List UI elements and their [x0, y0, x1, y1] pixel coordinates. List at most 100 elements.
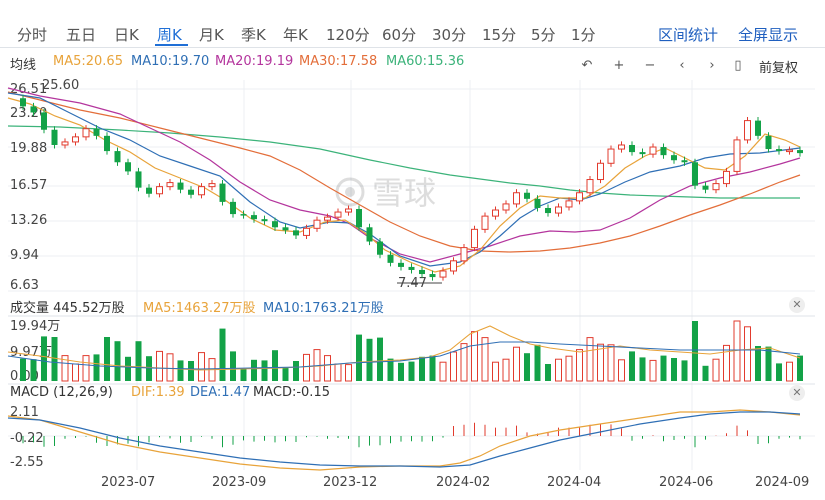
volume-bar [744, 326, 751, 382]
tab-monthly[interactable]: 月K [199, 26, 224, 44]
volume-bar [93, 354, 100, 381]
tab-1min[interactable]: 1分 [571, 26, 596, 44]
tab-quarterly[interactable]: 季K [241, 26, 266, 44]
volume-bar [156, 350, 163, 382]
volume-bar [72, 363, 79, 382]
x-tick: 2024-09 [755, 475, 809, 490]
tabs-divider [0, 47, 825, 48]
candle [502, 203, 510, 211]
candle [208, 183, 216, 188]
candle [786, 149, 793, 153]
volume-bar [555, 358, 562, 382]
price-tick: 26.51 [10, 82, 47, 97]
volume-bar [293, 361, 299, 381]
tab-5day[interactable]: 五日 [66, 26, 97, 44]
minus-icon[interactable]: − [644, 58, 656, 73]
candle [166, 182, 174, 188]
undo-icon[interactable]: ↶ [581, 58, 593, 73]
tab-30min[interactable]: 30分 [432, 26, 467, 44]
candle [334, 211, 342, 218]
volume-bar [198, 352, 205, 382]
candle [61, 141, 69, 146]
tab-60min[interactable]: 60分 [382, 26, 417, 44]
volume-bar [51, 337, 58, 381]
volume-bar [723, 344, 730, 382]
candle [776, 149, 782, 152]
price-tick: 19.88 [10, 141, 47, 156]
adjust-select[interactable]: 前复权 [759, 61, 799, 76]
tab-fenshi[interactable]: 分时 [17, 26, 48, 44]
candle [692, 162, 698, 186]
volume-bar [230, 351, 236, 381]
price-tick: 13.26 [10, 213, 47, 228]
candle [324, 216, 331, 221]
tab-15min[interactable]: 15分 [482, 26, 517, 44]
volume-bar [166, 353, 174, 382]
volume-bars-group [20, 320, 803, 382]
price-tick: 6.63 [10, 278, 39, 293]
candle [733, 139, 741, 172]
left-icon[interactable]: ‹ [679, 58, 685, 73]
candle [156, 186, 163, 195]
range-stats-link[interactable]: 区间统计 [658, 26, 719, 44]
tab-daily[interactable]: 日K [114, 26, 139, 44]
candle [419, 269, 425, 275]
x-tick: 2023-07 [101, 475, 155, 490]
right-icon[interactable]: › [709, 58, 715, 73]
tab-yearly[interactable]: 年K [283, 26, 308, 44]
candle [114, 151, 121, 163]
max-price-label: 25.60 [42, 78, 79, 93]
fullscreen-link[interactable]: 全屏显示 [738, 26, 799, 44]
volume-bar [324, 355, 331, 382]
dif-line [7, 409, 801, 471]
volume-bar [82, 355, 90, 382]
ma10-line [7, 92, 801, 267]
active-tab-underline [155, 44, 188, 46]
candle [387, 254, 394, 263]
volume-bar [460, 343, 468, 382]
volume-bar [356, 334, 362, 381]
volume-bar [545, 364, 551, 381]
candle [660, 147, 667, 156]
volume-bar [450, 351, 457, 382]
volume-bar [219, 328, 226, 381]
dea-line [7, 411, 801, 468]
candle [345, 208, 352, 213]
volume-bar [618, 359, 625, 382]
volume-bar [188, 361, 194, 381]
candle [607, 148, 615, 164]
candle [744, 120, 751, 141]
volume-tick: 19.94万 [10, 319, 60, 334]
candle [82, 128, 90, 138]
candle [723, 170, 730, 185]
volume-bar [30, 359, 37, 381]
candle [492, 209, 499, 217]
close-macd-icon[interactable]: ✕ [789, 385, 805, 401]
close-volume-icon[interactable]: ✕ [789, 297, 805, 313]
macd-tick: -2.55 [10, 455, 44, 470]
candle [251, 215, 257, 220]
ma30-legend: MA30:17.58 [299, 54, 378, 69]
candle [618, 144, 625, 150]
candle [408, 266, 415, 270]
ma20-line [7, 87, 801, 263]
candle-icon[interactable]: ▯ [734, 58, 742, 73]
volume-ma5-legend: MA5:1463.27万股 [143, 301, 256, 316]
candle [219, 183, 226, 202]
volume-bar [135, 341, 142, 381]
tab-120min[interactable]: 120分 [326, 26, 370, 44]
volume-bar [481, 337, 489, 382]
candle [188, 189, 194, 195]
macd-tick: 2.11 [10, 405, 39, 420]
candle [450, 260, 457, 272]
volume-bar [502, 358, 510, 382]
plus-icon[interactable]: + [613, 58, 625, 73]
volume-bar [429, 355, 436, 381]
volume-bar [104, 337, 110, 381]
tab-5min[interactable]: 5分 [531, 26, 556, 44]
tab-weekly[interactable]: 周K [157, 26, 182, 44]
candle [198, 186, 205, 196]
volume-bar [146, 356, 152, 381]
candle [439, 270, 447, 278]
